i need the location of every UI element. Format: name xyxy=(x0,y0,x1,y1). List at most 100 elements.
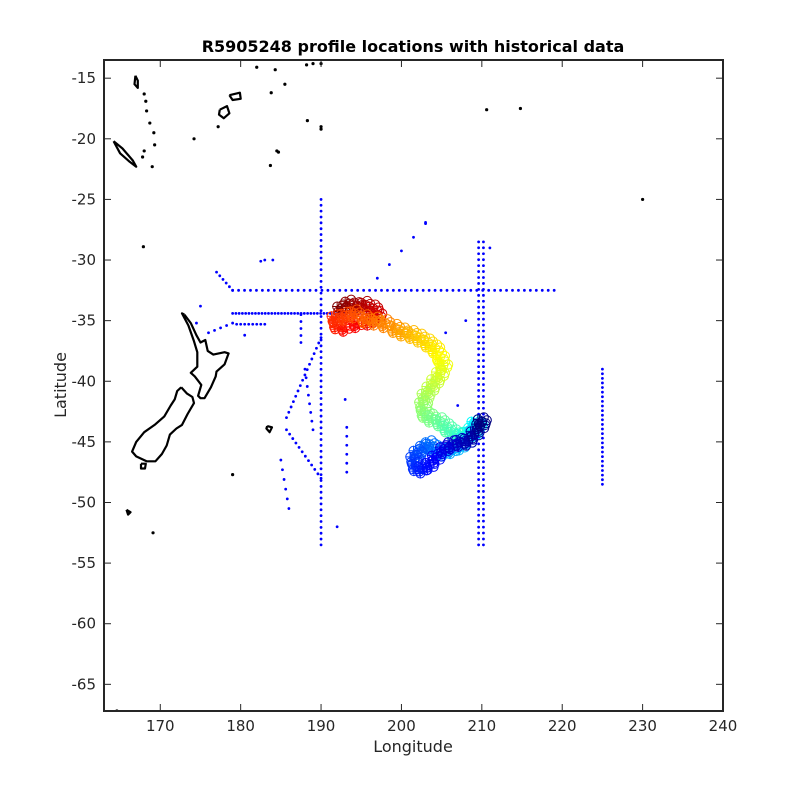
historical-point xyxy=(319,268,323,272)
historical-point xyxy=(482,252,485,256)
historical-point xyxy=(482,365,485,369)
historical-point xyxy=(601,432,604,436)
historical-point xyxy=(319,461,323,465)
historical-point xyxy=(247,311,251,315)
historical-point xyxy=(319,332,323,336)
historical-point xyxy=(482,394,485,398)
island xyxy=(311,62,315,66)
historical-point xyxy=(482,335,485,339)
island xyxy=(518,106,523,111)
historical-point xyxy=(315,311,319,315)
historical-point xyxy=(482,359,485,363)
historical-point xyxy=(319,244,323,248)
y-tick-label: -40 xyxy=(72,372,97,390)
x-tick-label: 190 xyxy=(307,717,336,735)
historical-point xyxy=(243,288,246,292)
historical-point xyxy=(477,519,481,523)
historical-point xyxy=(523,288,526,292)
historical-point xyxy=(299,334,303,337)
historical-point xyxy=(305,385,309,388)
island xyxy=(269,91,273,95)
historical-point xyxy=(482,501,485,505)
historical-point xyxy=(319,490,323,494)
coastline xyxy=(133,75,139,90)
historical-point xyxy=(601,404,604,408)
historical-point xyxy=(464,319,468,323)
historical-point xyxy=(273,311,277,315)
historical-point xyxy=(482,531,485,535)
historical-point xyxy=(482,311,485,315)
historical-point xyxy=(283,311,287,315)
historical-point xyxy=(308,288,312,292)
historical-point xyxy=(319,449,323,453)
x-tick-label: 230 xyxy=(628,717,657,735)
historical-point xyxy=(477,394,481,398)
historical-point xyxy=(195,321,198,325)
historical-point xyxy=(309,411,313,414)
historical-point xyxy=(477,537,481,541)
profile-marker xyxy=(362,295,373,306)
historical-point xyxy=(289,311,293,315)
historical-point xyxy=(305,368,309,372)
island xyxy=(142,92,146,96)
historical-point xyxy=(319,203,323,207)
historical-point xyxy=(409,288,413,292)
historical-point xyxy=(319,496,323,500)
historical-point xyxy=(546,288,550,292)
historical-point xyxy=(601,473,604,477)
historical-point xyxy=(477,377,481,380)
historical-point xyxy=(601,418,604,422)
profile-plus xyxy=(347,313,358,324)
historical-point xyxy=(319,432,323,436)
historical-point xyxy=(601,381,604,385)
island xyxy=(641,197,645,202)
historical-point xyxy=(319,391,323,395)
historical-point xyxy=(319,274,323,277)
historical-point xyxy=(477,490,481,493)
coastline xyxy=(217,104,231,120)
historical-point xyxy=(213,328,216,332)
coastline xyxy=(131,386,196,463)
coastline-layer xyxy=(112,62,645,711)
historical-point xyxy=(319,221,323,225)
historical-point xyxy=(302,311,306,315)
historical-point xyxy=(477,329,481,333)
historical-point xyxy=(257,311,261,315)
historical-point xyxy=(451,288,455,292)
profile-marker xyxy=(417,446,428,457)
historical-point xyxy=(477,543,481,547)
historical-point xyxy=(244,311,248,315)
historical-point xyxy=(218,274,222,278)
historical-point xyxy=(313,468,317,471)
island xyxy=(255,65,259,69)
y-tick-label: -30 xyxy=(72,251,97,269)
historical-point xyxy=(601,367,604,371)
historical-point xyxy=(319,367,323,371)
historical-point xyxy=(601,372,604,376)
profile-marker xyxy=(435,375,446,386)
historical-point xyxy=(415,288,419,292)
historical-point xyxy=(482,460,485,464)
historical-point xyxy=(317,341,321,345)
historical-point xyxy=(601,446,604,449)
historical-point xyxy=(260,288,264,292)
profile-marker xyxy=(426,435,437,446)
historical-point xyxy=(477,525,481,529)
profile-marker xyxy=(430,382,441,393)
historical-point xyxy=(319,198,323,201)
historical-point xyxy=(247,322,251,326)
profile-marker xyxy=(424,333,435,344)
historical-point xyxy=(284,487,288,491)
historical-point xyxy=(285,416,288,420)
historical-point xyxy=(250,311,254,315)
coastline xyxy=(139,462,147,470)
historical-point xyxy=(345,461,349,465)
historical-point xyxy=(259,322,263,326)
island xyxy=(283,82,287,86)
historical-point xyxy=(362,288,366,292)
historical-point xyxy=(482,389,485,392)
island xyxy=(142,149,146,153)
historical-point xyxy=(439,288,443,292)
historical-point xyxy=(482,282,485,285)
